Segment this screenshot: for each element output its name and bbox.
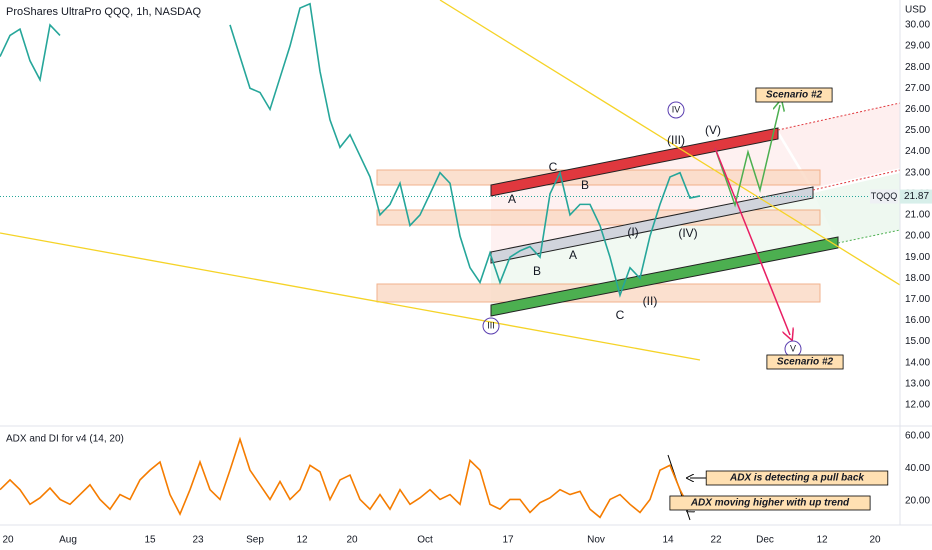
annotation: ADX is detecting a pull back [729,473,864,484]
price-pane [0,2,900,298]
x-tick-label: Oct [417,535,433,546]
x-tick-label: 20 [346,535,358,546]
series-line [0,436,701,519]
x-tick-label: 23 [192,535,204,546]
annotation-box [766,354,844,370]
annotation: A [508,192,516,206]
y-tick-label: 21.00 [905,210,930,221]
x-tick-label: 14 [662,535,674,546]
wave-circle [482,317,500,335]
y-tick-label: 24.00 [905,146,930,157]
series-line [229,2,701,298]
annotation: B [533,264,541,278]
annotation: B [581,178,589,192]
y-tick-label: 14.00 [905,357,930,368]
y-tick-label: 19.00 [905,252,930,263]
annotation: C [616,308,625,322]
y-tick-label: 16.00 [905,315,930,326]
y-tick-label: 15.00 [905,336,930,347]
y-tick-label: 17.00 [905,294,930,305]
series-line [0,23,61,83]
y-tick-label: 26.00 [905,104,930,115]
chart-title: ProShares UltraPro QQQ, 1h, NASDAQ [6,6,201,18]
annotation: (V) [705,123,721,137]
y-tick-label: 20.00 [905,231,930,242]
y-tick-label: 23.00 [905,167,930,178]
y-tick-label: 25.00 [905,125,930,136]
y-tick-label: 13.00 [905,378,930,389]
x-tick-label: Dec [756,535,774,546]
y-tick-label: 12.00 [905,400,930,411]
y-tick-label: 29.00 [905,41,930,52]
x-tick-label: 20 [2,535,14,546]
x-tick-label: 12 [816,535,828,546]
x-tick-label: Sep [246,535,264,546]
symbol-label: TQQQ [871,191,898,201]
indicator-title: ADX and DI for v4 (14, 20) [6,434,124,445]
symbol-box [870,189,898,204]
drawings [0,0,932,526]
annotation: Scenario #2 [766,90,823,101]
annotation-box [705,470,889,486]
annotation-box [755,87,833,103]
x-tick-label: Nov [587,535,605,546]
x-tick-label: 20 [869,535,881,546]
last-price-box [900,189,932,204]
annotation: (II) [643,294,658,308]
adx-pane [0,436,701,519]
x-tick-label: 22 [710,535,722,546]
currency: USD [905,5,926,16]
annotation: Scenario #2 [777,357,834,368]
y-tick-label: 20.00 [905,496,930,507]
annotation: (III) [667,133,685,147]
last-price-label: 21.87 [904,191,929,202]
annotation: A [569,248,577,262]
x-tick-label: 12 [296,535,308,546]
y-tick-label: 30.00 [905,20,930,31]
wave-circle [667,101,685,119]
annotation: III [487,320,495,330]
annotation: C [549,160,558,174]
y-tick-label: 27.00 [905,83,930,94]
y-tick-label: 40.00 [905,463,930,474]
x-tick-label: 17 [502,535,514,546]
x-tick-label: Aug [59,535,77,546]
annotation: (IV) [678,226,697,240]
annotation: IV [672,104,681,114]
annotation: ADX moving higher with up trend [690,498,850,509]
x-tick-label: 15 [144,535,156,546]
overlay: 12.00 13.00 14.00 15.00 16.00 17.00 18.00 19.00… [2,20,932,546]
y-tick-label: 28.00 [905,62,930,73]
annotation: V [790,343,796,353]
annotation-box [669,495,871,511]
y-tick-label: 60.00 [905,431,930,442]
y-tick-label: 18.00 [905,273,930,284]
annotation: (I) [627,225,638,239]
